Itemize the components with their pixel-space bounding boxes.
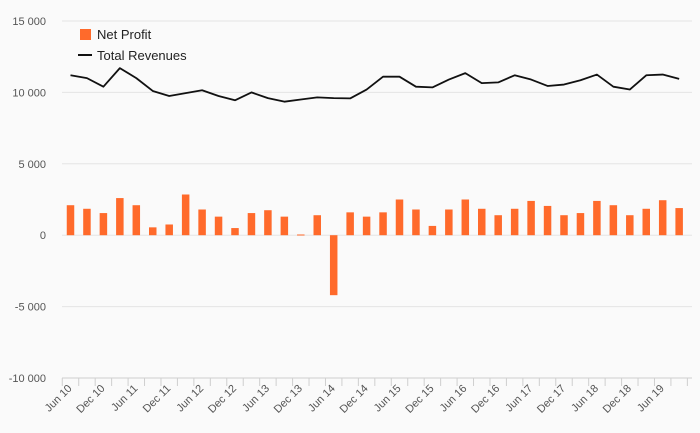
- net-profit-bar[interactable]: [642, 208, 651, 236]
- net-profit-bar[interactable]: [478, 208, 486, 236]
- legend-label-total-revenues[interactable]: Total Revenues: [97, 48, 187, 63]
- net-profit-bar[interactable]: [346, 212, 354, 236]
- y-tick-label: 10 000: [12, 87, 46, 99]
- x-axis-tick-labels: Jun 10 Dec 10 Jun 11 Dec 11 Jun 12 Dec 12 Jun …: [43, 383, 667, 416]
- x-tick-label: Dec 10: [74, 383, 107, 416]
- net-profit-bar[interactable]: [83, 208, 91, 236]
- y-tick-label: -5 000: [15, 302, 46, 314]
- net-profit-bar[interactable]: [658, 200, 667, 236]
- x-tick-label: Dec 17: [535, 383, 568, 416]
- net-profit-bar[interactable]: [626, 215, 634, 236]
- net-profit-bar[interactable]: [362, 216, 371, 236]
- x-tick-label: Jun 12: [174, 383, 206, 415]
- y-axis-tick-labels: 15 000 10 000 5 000 0 -5 000 -10 000: [9, 16, 46, 385]
- y-tick-label: 15 000: [12, 16, 46, 28]
- total-revenues-series-line[interactable]: [70, 67, 680, 103]
- net-profit-bar[interactable]: [132, 205, 141, 236]
- net-profit-bar[interactable]: [593, 200, 601, 236]
- net-profit-bar[interactable]: [445, 209, 453, 236]
- x-tick-label: Jun 10: [43, 383, 75, 415]
- x-tick-label: Jun 18: [569, 383, 601, 415]
- x-tick-label: Dec 15: [403, 383, 436, 416]
- net-profit-bar[interactable]: [99, 213, 108, 236]
- x-tick-label: Dec 18: [601, 383, 634, 416]
- net-profit-bar[interactable]: [428, 225, 437, 236]
- legend-label-net-profit[interactable]: Net Profit: [97, 27, 152, 42]
- net-profit-bar[interactable]: [181, 194, 190, 236]
- net-profit-bar[interactable]: [379, 212, 387, 236]
- x-tick-label: Jun 15: [372, 383, 404, 415]
- y-tick-label: -10 000: [9, 373, 46, 385]
- x-tick-label: Jun 13: [240, 383, 272, 415]
- net-profit-bar[interactable]: [264, 210, 272, 236]
- x-tick-label: Jun 19: [635, 383, 667, 415]
- x-tick-label: Jun 17: [503, 383, 535, 415]
- legend-swatch-net-profit: [80, 29, 91, 40]
- net-profit-bar[interactable]: [198, 209, 206, 236]
- net-profit-bar[interactable]: [116, 198, 124, 236]
- net-profit-bars: [66, 194, 683, 296]
- x-tick-label: Jun 16: [438, 383, 470, 415]
- x-tick-label: Dec 14: [338, 383, 371, 416]
- x-tick-label: Jun 14: [306, 383, 338, 415]
- net-profit-bar[interactable]: [329, 235, 338, 296]
- net-profit-bar[interactable]: [395, 199, 404, 236]
- net-profit-bar[interactable]: [609, 205, 618, 236]
- net-profit-bar[interactable]: [313, 215, 322, 236]
- net-profit-bar[interactable]: [247, 213, 256, 236]
- x-tick-label: Dec 12: [206, 383, 239, 416]
- net-profit-bar[interactable]: [461, 199, 470, 236]
- net-profit-bar[interactable]: [494, 215, 502, 236]
- net-profit-bar[interactable]: [510, 208, 519, 236]
- net-profit-bar[interactable]: [231, 228, 239, 236]
- x-tick-label: Dec 16: [469, 383, 502, 416]
- net-profit-bar[interactable]: [576, 213, 585, 236]
- x-tick-label: Jun 11: [109, 383, 140, 414]
- net-profit-bar[interactable]: [165, 224, 173, 236]
- x-tick-label: Dec 11: [141, 383, 174, 416]
- net-profit-bar[interactable]: [412, 209, 420, 236]
- x-tick-label: Dec 13: [272, 383, 305, 416]
- y-tick-label: 0: [40, 230, 46, 242]
- net-profit-bar[interactable]: [560, 215, 568, 236]
- net-profit-bar[interactable]: [527, 200, 535, 236]
- net-profit-bar[interactable]: [280, 216, 289, 236]
- legend: Net Profit Total Revenues: [78, 27, 187, 63]
- y-tick-label: 5 000: [18, 159, 46, 171]
- net-profit-bar[interactable]: [149, 227, 157, 236]
- net-profit-bar[interactable]: [675, 208, 683, 236]
- net-profit-bar[interactable]: [543, 205, 552, 236]
- net-profit-bar[interactable]: [214, 216, 223, 236]
- net-profit-bar[interactable]: [297, 234, 305, 236]
- total-revenues-line: [70, 67, 680, 103]
- net-profit-bar[interactable]: [66, 205, 75, 236]
